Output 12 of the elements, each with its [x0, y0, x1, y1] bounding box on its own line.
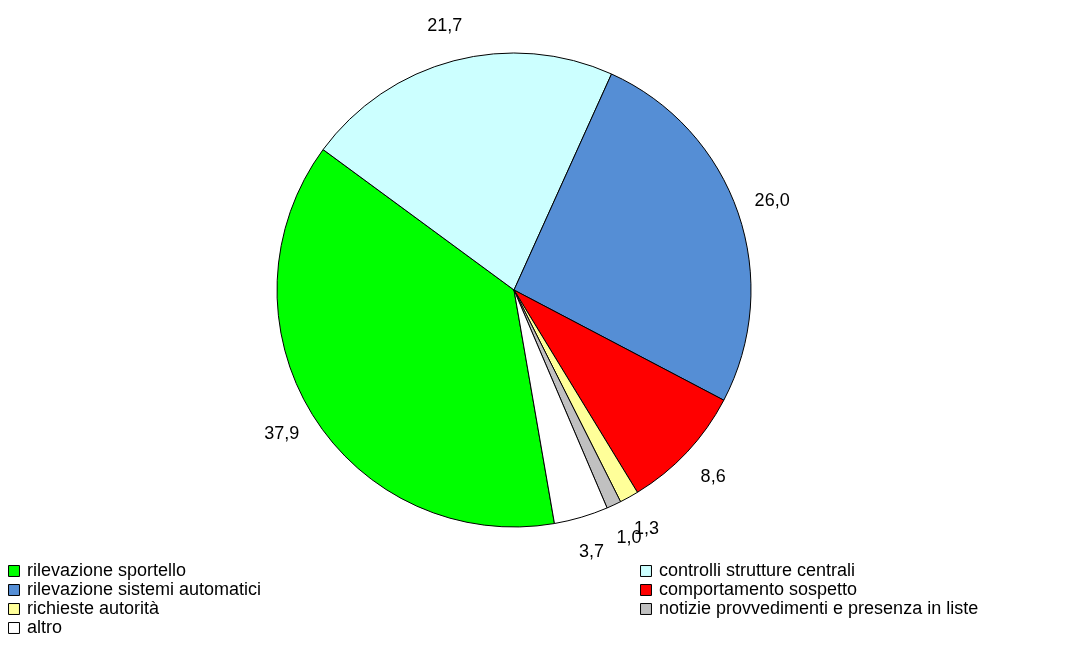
data-label: 37,9	[264, 422, 300, 443]
legend-label: comportamento sospetto	[659, 579, 858, 599]
data-label: 3,7	[578, 540, 604, 561]
legend-label: rilevazione sportello	[27, 560, 187, 580]
data-label: 26,0	[754, 190, 790, 211]
legend-label: richieste autorità	[27, 598, 161, 618]
data-label: 21,7	[427, 14, 463, 35]
data-label: 8,6	[700, 465, 726, 486]
legend-label: rilevazione sistemi automatici	[27, 579, 262, 599]
legend-label: controlli strutture centrali	[659, 560, 856, 580]
legend-label: notizie provvedimenti e presenza in liste	[659, 598, 979, 618]
legend-label: altro	[27, 617, 63, 637]
